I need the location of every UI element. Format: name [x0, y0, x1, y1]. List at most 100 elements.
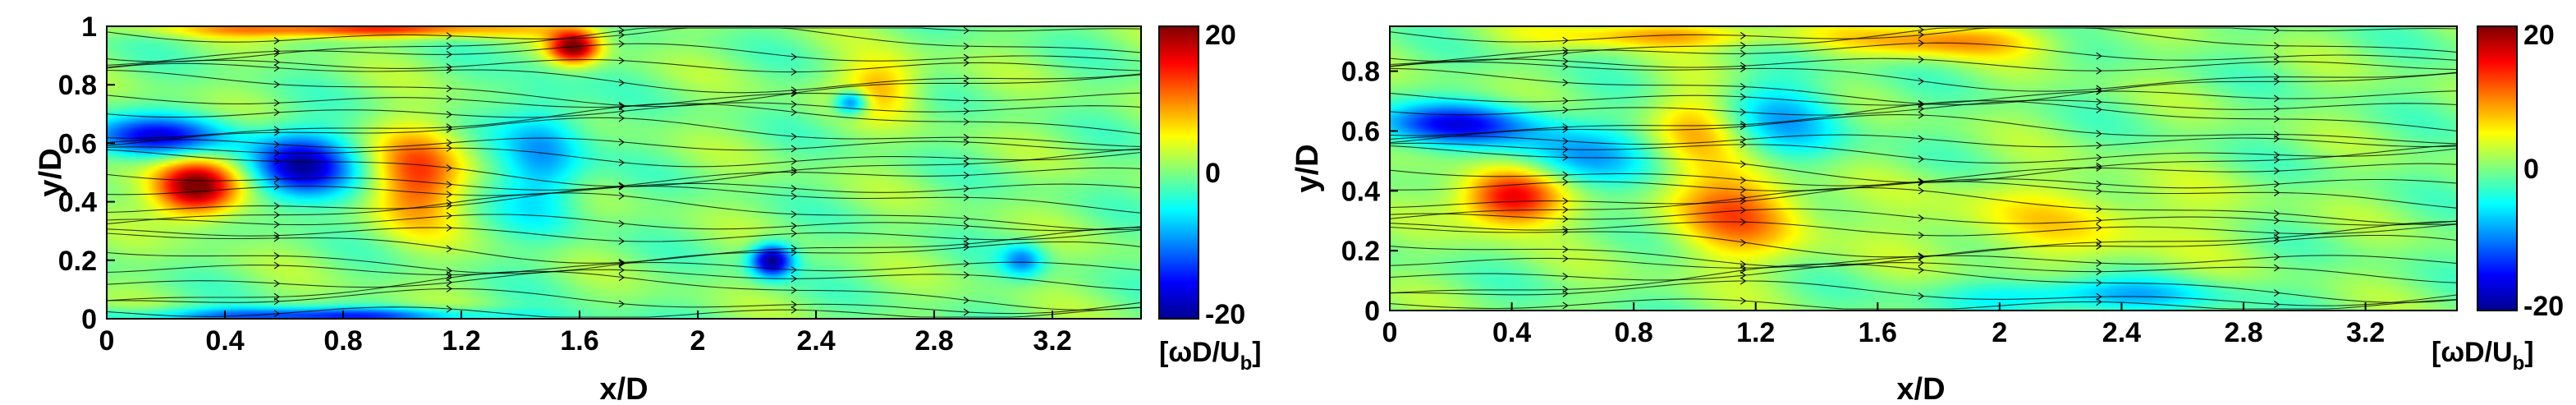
colorbar-label-sub-right: b: [2513, 352, 2525, 375]
x-axis-label-left: x/D: [599, 372, 648, 405]
streamline-arrow: [1739, 83, 1747, 91]
streamline-arrow: [2096, 259, 2102, 267]
streamline-arrow: [963, 117, 969, 126]
streamline-arrow: [618, 39, 625, 48]
colorbar-label-right: [ωD/Ub]: [2432, 337, 2534, 375]
streamlines-left: [106, 26, 1142, 318]
streamline-arrow: [1562, 178, 1569, 186]
vorticity-field-right: [1390, 26, 2457, 311]
streamline-arrow: [446, 191, 452, 199]
x-tick-label: 2.4: [2102, 317, 2141, 348]
streamline-arrow: [273, 211, 280, 219]
streamline-arrow: [2096, 141, 2102, 150]
streamline-arrow: [1562, 137, 1569, 145]
streamline-arrow: [2273, 135, 2280, 143]
streamline-arrow: [791, 192, 797, 200]
colorbar-tick-label: 20: [1205, 20, 1236, 51]
streamline-arrow: [1562, 106, 1569, 114]
streamline-arrow: [2273, 180, 2280, 188]
plot-frame-left: [106, 25, 1142, 320]
streamline-arrow: [1562, 171, 1569, 179]
streamline-arrow: [791, 132, 797, 140]
streamline-arrow: [2273, 26, 2280, 35]
streamline-arrow: [963, 79, 969, 87]
streamline-arrow: [618, 192, 625, 200]
streamline-arrow: [2096, 87, 2102, 95]
streamline-arrow: [618, 79, 625, 87]
streamline-arrow: [2096, 298, 2102, 306]
streamline-arrow: [1562, 301, 1569, 310]
streamline-arrow: [273, 140, 280, 149]
streamline-arrow: [446, 32, 452, 40]
streamline-arrow: [2273, 253, 2280, 261]
streamline-arrow: [446, 181, 452, 189]
streamline-arrow: [1739, 62, 1747, 70]
streamline-arrow: [1739, 238, 1747, 246]
streamline-arrow: [1739, 160, 1747, 168]
streamline-arrow: [273, 202, 280, 210]
x-tick-label: 3.2: [1033, 325, 1071, 357]
y-tick-label: 0.6: [58, 128, 97, 159]
streamline-arrow: [791, 266, 797, 274]
streamline-arrow: [963, 185, 969, 192]
streamline-arrow: [1562, 46, 1569, 54]
streamline-arrow: [1739, 218, 1747, 226]
streamline-arrow: [791, 306, 797, 314]
streamline-arrow: [1739, 266, 1747, 274]
streamline-arrow: [1918, 177, 1924, 186]
y-tick-label: 0.8: [58, 70, 97, 101]
streamline-arrow: [791, 68, 797, 76]
streamline-arrow: [2273, 94, 2280, 103]
streamline-arrow: [2273, 217, 2280, 224]
streamline-arrow: [1739, 42, 1747, 49]
streamlines-right: [1389, 25, 2458, 310]
streamline-arrow: [1918, 135, 1924, 143]
x-tick-label: 3.2: [2346, 317, 2385, 348]
streamline-arrow: [1918, 111, 1924, 119]
y-tick-label: 0.4: [58, 187, 97, 219]
streamline-arrow: [1562, 145, 1569, 154]
streamline-arrow: [446, 42, 452, 50]
streamline-arrow: [2096, 163, 2102, 172]
streamline-arrow: [791, 100, 797, 108]
x-tick-label: 1.6: [560, 325, 598, 357]
streamline-arrow: [273, 81, 280, 89]
streamline-arrow: [1562, 36, 1569, 44]
streamline-arrow: [273, 232, 280, 240]
streamline-arrow: [791, 168, 797, 177]
streamline-arrow: [273, 252, 280, 260]
streamline-arrow: [2273, 301, 2280, 309]
streamline-arrow: [446, 144, 452, 152]
streamline-arrow: [1739, 197, 1747, 205]
streamline-arrow: [618, 219, 625, 228]
streamline-arrow: [2096, 154, 2102, 162]
streamline-arrow: [1739, 65, 1747, 73]
x-tick-label: 0: [1382, 317, 1398, 348]
streamline-arrow: [1562, 273, 1569, 280]
streamline-arrow: [963, 240, 969, 248]
y-tick-label: 0.8: [1341, 57, 1380, 88]
streamline-arrow: [1918, 25, 1924, 34]
y-tick-label: 1: [81, 12, 97, 43]
streamline-arrow: [2273, 53, 2280, 61]
streamline-arrow: [2273, 233, 2280, 242]
streamline-arrow: [618, 57, 625, 65]
streamline-arrow: [1562, 246, 1569, 254]
streamline-arrow: [618, 260, 625, 268]
streamline-arrow: [963, 271, 969, 279]
streamline-arrow: [1918, 259, 1924, 267]
streamline-arrow: [1562, 215, 1569, 223]
streamline-arrow: [2096, 52, 2102, 60]
streamline-arrow: [791, 274, 797, 283]
streamline-arrow: [618, 266, 625, 274]
streamline-arrow: [1739, 108, 1747, 116]
streamline-arrow: [1739, 32, 1747, 39]
colorbar-tick-label: 0: [2523, 154, 2539, 185]
streamline-arrow: [791, 145, 797, 153]
x-tick-label: 0.8: [323, 325, 362, 357]
streamline-arrow: [1918, 266, 1924, 274]
x-tick-label: 2.8: [914, 325, 953, 357]
streamline-arrow: [963, 193, 969, 201]
colorbar-label-end-left: ]: [1252, 337, 1261, 368]
